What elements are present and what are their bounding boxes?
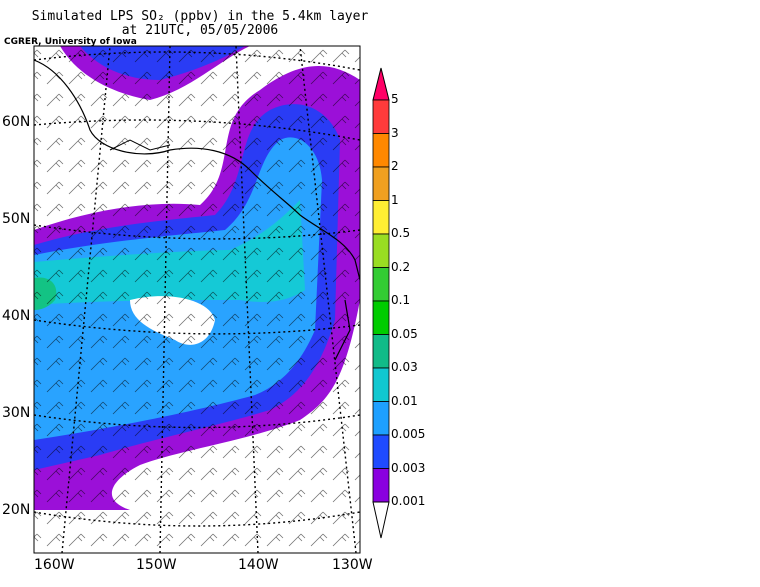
colorbar-bottom-arrow bbox=[372, 501, 390, 539]
map-title-line1: Simulated LPS SO₂ (ppbv) in the 5.4km la… bbox=[31, 9, 369, 24]
lat-label-40n: 40N bbox=[2, 308, 31, 324]
colorbar bbox=[372, 67, 390, 539]
map-title-line2: at 21UTC, 05/05/2006 bbox=[121, 23, 279, 38]
colorbar-swatch bbox=[372, 334, 390, 369]
credit-label: CGRER, University of Iowa bbox=[4, 37, 137, 47]
colorbar-label: 0.003 bbox=[391, 460, 426, 475]
colorbar-label: 0.05 bbox=[391, 326, 418, 341]
colorbar-label: 0.03 bbox=[391, 360, 418, 374]
colorbar-top-arrow bbox=[372, 67, 390, 101]
colorbar-swatch bbox=[372, 99, 390, 134]
so2-field bbox=[34, 46, 360, 553]
lat-label-20n: 20N bbox=[2, 502, 31, 518]
colorbar-label: 2 bbox=[391, 159, 399, 173]
lon-label-130w: 130W bbox=[332, 557, 373, 573]
colorbar-label: 0.5 bbox=[391, 226, 411, 240]
map-frame bbox=[33, 45, 361, 554]
colorbar-swatch bbox=[372, 133, 390, 168]
colorbar-swatch bbox=[372, 267, 390, 302]
colorbar-label: 0.01 bbox=[391, 393, 418, 408]
lon-label-140w: 140W bbox=[238, 557, 279, 573]
lon-label-160w: 160W bbox=[34, 557, 75, 573]
colorbar-swatch bbox=[372, 401, 390, 436]
graticule bbox=[34, 46, 360, 553]
lat-label-30n: 30N bbox=[2, 405, 31, 421]
colorbar-swatch bbox=[372, 166, 390, 201]
colorbar-label: 0.2 bbox=[391, 259, 411, 274]
colorbar-swatch bbox=[372, 233, 390, 268]
colorbar-label: 0.001 bbox=[391, 494, 426, 508]
colorbar-swatch bbox=[372, 300, 390, 335]
lat-label-60n: 60N bbox=[2, 114, 31, 130]
colorbar-swatch bbox=[372, 367, 390, 402]
colorbar-label: 3 bbox=[391, 125, 399, 140]
colorbar-swatch bbox=[372, 434, 390, 469]
colorbar-label: 1 bbox=[391, 192, 399, 207]
colorbar-swatch bbox=[372, 468, 390, 503]
lat-label-50n: 50N bbox=[2, 211, 31, 227]
coastline bbox=[34, 59, 360, 361]
lon-label-150w: 150W bbox=[136, 557, 177, 573]
colorbar-label: 5 bbox=[391, 92, 399, 106]
colorbar-label: 0.1 bbox=[391, 293, 411, 307]
colorbar-swatch bbox=[372, 200, 390, 235]
colorbar-label: 0.005 bbox=[391, 427, 426, 441]
